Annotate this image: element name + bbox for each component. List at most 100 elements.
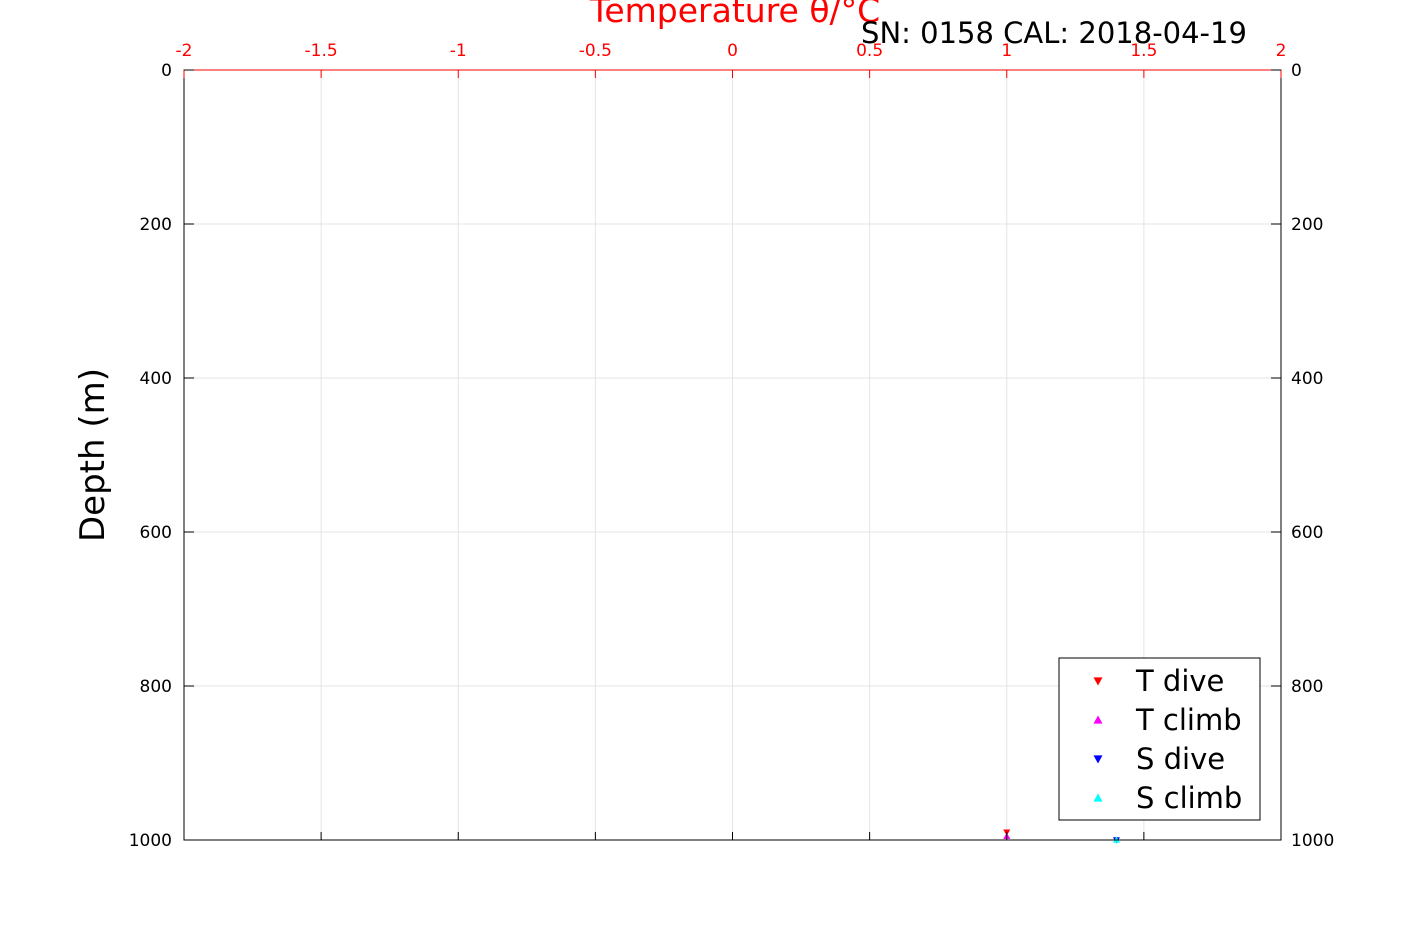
data-point <box>1167 398 1172 402</box>
data-point <box>665 116 669 120</box>
data-point <box>1074 297 1079 302</box>
data-point <box>485 163 489 167</box>
data-point <box>666 177 670 182</box>
data-point <box>598 172 602 176</box>
data-point <box>607 85 612 89</box>
data-point <box>865 194 869 199</box>
data-point <box>293 140 297 144</box>
data-point <box>1089 357 1093 362</box>
data-point <box>918 204 922 209</box>
data-point <box>811 147 815 151</box>
data-point <box>492 115 496 119</box>
data-point <box>1130 525 1135 530</box>
data-point <box>555 112 559 116</box>
data-point <box>698 180 703 184</box>
data-point <box>1098 600 1102 605</box>
data-point <box>1148 466 1153 471</box>
data-point <box>686 179 691 183</box>
data-point <box>552 168 557 172</box>
data-point <box>499 164 504 168</box>
data-point <box>1008 819 1013 823</box>
data-point <box>1044 736 1048 740</box>
data-point <box>1108 480 1112 485</box>
data-point <box>642 176 647 180</box>
data-point <box>986 212 990 216</box>
data-point <box>1176 372 1181 377</box>
data-point <box>701 120 706 124</box>
data-point <box>1142 239 1147 243</box>
data-point <box>1033 758 1037 762</box>
data-point <box>622 174 626 179</box>
data-point <box>576 110 581 114</box>
data-point <box>313 142 318 147</box>
data-point <box>1075 300 1079 304</box>
data-point <box>1091 369 1096 374</box>
data-point <box>466 161 471 165</box>
data-point <box>953 209 957 214</box>
data-point <box>1110 523 1114 528</box>
data-point <box>1105 581 1109 585</box>
data-point <box>912 203 916 207</box>
data-point <box>532 166 536 171</box>
data-point <box>956 210 960 214</box>
data-point <box>418 156 422 160</box>
data-point <box>1088 354 1093 359</box>
data-point <box>811 186 815 191</box>
data-point <box>838 189 843 194</box>
data-point <box>1108 486 1113 491</box>
data-point <box>1093 611 1097 616</box>
data-point <box>980 212 984 216</box>
data-point <box>1083 334 1088 339</box>
data-point <box>1178 337 1182 342</box>
data-point <box>1132 234 1136 238</box>
data-point <box>427 157 431 161</box>
data-point <box>1041 741 1046 746</box>
data-point <box>1152 448 1156 453</box>
data-point <box>1119 546 1124 551</box>
data-point <box>1112 581 1117 586</box>
data-point <box>337 123 341 128</box>
data-point <box>1042 215 1046 220</box>
data-point <box>1007 821 1012 826</box>
data-point <box>606 91 611 95</box>
data-point <box>1159 420 1164 425</box>
data-point <box>1104 443 1109 448</box>
y-tick-label-right: 600 <box>1291 523 1323 543</box>
data-point <box>1112 578 1117 583</box>
data-point <box>570 169 574 174</box>
data-point <box>841 155 846 160</box>
data-point <box>1110 514 1114 519</box>
data-point <box>959 210 963 215</box>
data-point <box>859 193 863 198</box>
data-point <box>1032 230 1037 234</box>
data-point <box>1079 642 1083 647</box>
data-point <box>1173 283 1177 287</box>
data-point <box>783 141 788 145</box>
data-point <box>1108 573 1112 577</box>
data-point <box>876 196 881 201</box>
data-point <box>1156 431 1161 436</box>
data-point <box>628 110 632 115</box>
data-point <box>1009 213 1014 217</box>
data-point <box>331 124 335 128</box>
data-point <box>692 119 696 123</box>
data-point <box>928 184 933 188</box>
data-point <box>678 178 682 183</box>
data-point <box>1166 401 1171 405</box>
data-point <box>1150 457 1154 462</box>
data-point <box>1095 394 1100 399</box>
data-point <box>1105 456 1110 460</box>
data-point <box>1011 220 1015 224</box>
data-point <box>525 114 529 119</box>
data-point <box>1025 774 1029 779</box>
data-point <box>1008 219 1013 223</box>
data-point <box>722 126 727 130</box>
x-tick-label: 2 <box>1276 41 1287 61</box>
data-point <box>1062 266 1066 271</box>
data-point <box>994 212 999 217</box>
data-point <box>606 94 610 98</box>
data-point <box>1013 808 1017 812</box>
data-point <box>1161 253 1165 258</box>
data-point <box>396 117 401 122</box>
data-point <box>608 78 613 83</box>
